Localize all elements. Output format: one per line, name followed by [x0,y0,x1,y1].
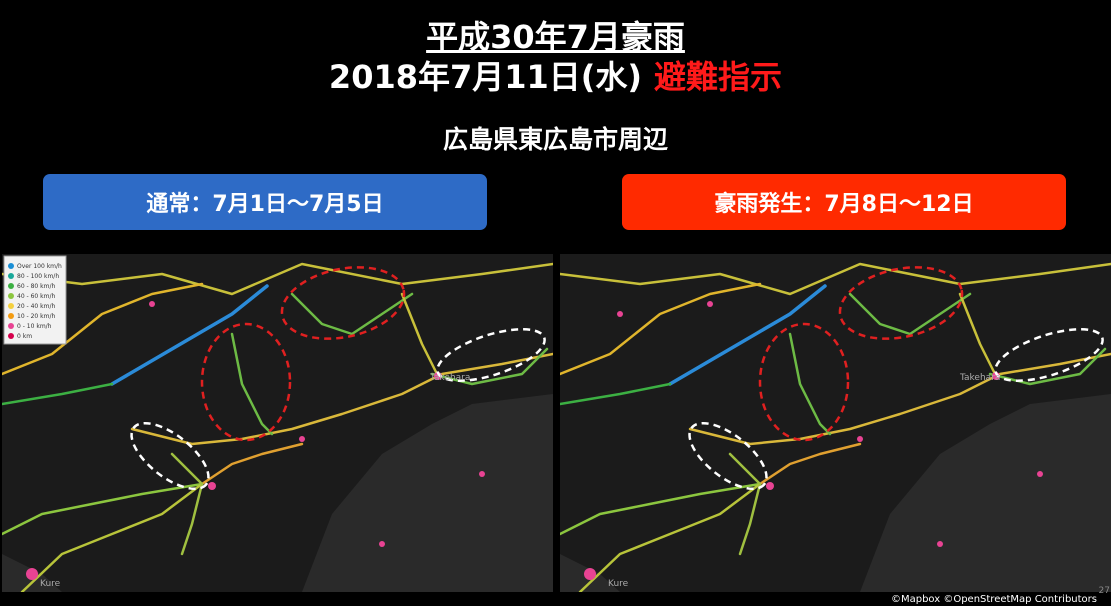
subtitle: 広島県東広島市周辺 [442,125,668,154]
map-normal: Takehara Kure Over 100 km/h 80 - 100 km/h… [2,254,553,592]
date: 2018年7月11日(水) [328,58,643,96]
legend-swatch [8,303,14,309]
legend: Over 100 km/h 80 - 100 km/h 60 - 80 km/h 40… [3,255,67,345]
map-label: Takehara [959,373,1000,383]
legend-swatch [8,283,14,289]
legend-label: 40 - 60 km/h [17,293,55,300]
legend-label: 0 km [17,333,32,340]
legend-swatch [8,313,14,319]
legend-label: 20 - 40 km/h [17,303,55,310]
legend-label: 10 - 20 km/h [17,313,55,320]
map-label: Takehara [429,373,470,383]
legend-swatch [8,273,14,279]
map-label: Kure [40,579,61,589]
map-label: Kure [608,579,629,589]
panel-label: 豪雨発生：7月8日～12日 [622,174,1066,230]
legend-label: Over 100 km/h [17,263,62,270]
title: 平成30年7月豪雨 [0,12,1111,58]
map-rain: Takehara Kure [560,254,1111,592]
panel-label: 通常：7月1日～7月5日 [43,174,487,230]
title-text: 平成30年7月豪雨 [426,18,685,56]
legend-label: 0 - 10 km/h [17,323,52,330]
legend-swatch [8,293,14,299]
legend-swatch [8,323,14,329]
page-number: 27 [1098,586,1110,596]
legend-label: 60 - 80 km/h [17,283,55,290]
legend-label: 80 - 100 km/h [17,273,59,280]
date-line: 2018年7月11日(水) 避難指示 [0,52,1111,98]
alert: 避難指示 [654,58,783,96]
legend-swatch [8,333,14,339]
attribution: ©Mapbox ©OpenStreetMap Contributors [890,594,1097,605]
legend-swatch [8,263,14,269]
